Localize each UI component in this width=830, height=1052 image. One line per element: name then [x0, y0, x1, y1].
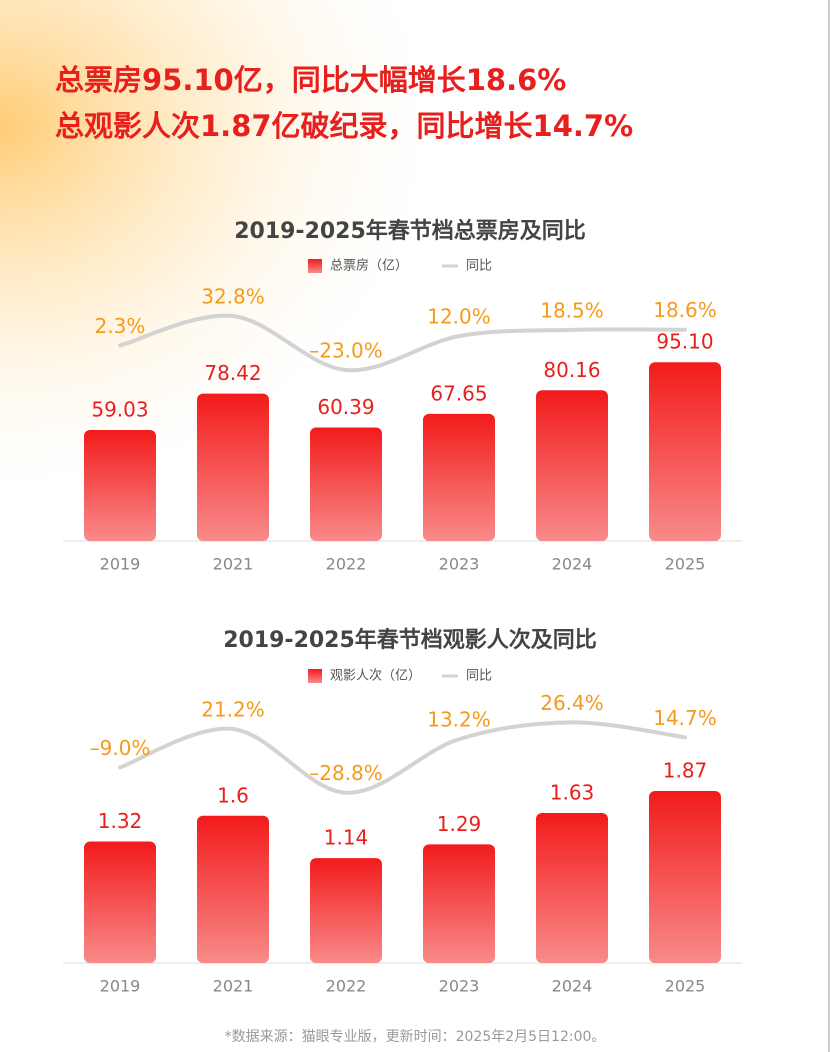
legend-label: 同比 [466, 669, 492, 684]
bar [84, 841, 156, 963]
headline: 总观影人次1.87亿破纪录，同比增长14.7% [55, 109, 633, 143]
line-label: 32.8% [201, 284, 265, 308]
x-tick-label: 2019 [100, 977, 141, 996]
line-label: –23.0% [309, 339, 383, 363]
x-tick-label: 2022 [326, 555, 367, 574]
x-tick-label: 2022 [326, 977, 367, 996]
bar [536, 390, 608, 541]
bar-label: 1.87 [663, 758, 708, 782]
bar-label: 1.6 [217, 783, 249, 807]
bar [649, 362, 721, 541]
bar [197, 393, 269, 541]
bar [310, 858, 382, 963]
line-label: 21.2% [201, 697, 265, 721]
x-tick-label: 2025 [665, 555, 706, 574]
line-label: –28.8% [309, 761, 383, 785]
line-label: 2.3% [95, 314, 146, 338]
bar-label: 67.65 [430, 381, 487, 405]
footnote: *数据来源：猫眼专业版，更新时间：2025年2月5日12:00。 [225, 1029, 606, 1045]
bar-label: 95.10 [656, 330, 713, 354]
bar-label: 60.39 [317, 395, 374, 419]
legend-label: 同比 [466, 259, 492, 274]
legend-label: 总票房（亿） [330, 258, 408, 274]
bar-label: 1.14 [324, 826, 369, 850]
bar-label: 78.42 [204, 361, 261, 385]
bar [423, 413, 495, 541]
bar [423, 844, 495, 963]
bar [197, 815, 269, 963]
bar [84, 430, 156, 541]
border [828, 0, 830, 1052]
line-label: 12.0% [427, 305, 491, 329]
x-tick-label: 2025 [665, 977, 706, 996]
legend-swatch [308, 259, 322, 273]
legend-label: 观影人次（亿） [330, 668, 421, 684]
x-tick-label: 2021 [213, 555, 254, 574]
line-label: –9.0% [90, 736, 151, 760]
bar-label: 80.16 [543, 358, 600, 382]
legend-swatch [308, 669, 322, 683]
line-label: 26.4% [540, 691, 604, 715]
bar [649, 790, 721, 963]
chart-title: 2019-2025年春节档观影人次及同比 [223, 627, 597, 653]
bar-label: 1.32 [98, 809, 143, 833]
headline: 总票房95.10亿，同比大幅增长18.6% [55, 63, 566, 97]
line-label: 18.6% [653, 298, 717, 322]
x-tick-label: 2021 [213, 977, 254, 996]
line [118, 313, 687, 373]
bar-label: 59.03 [91, 398, 148, 422]
line-label: 13.2% [427, 708, 491, 732]
bar-label: 1.63 [550, 781, 595, 805]
bar-label: 1.29 [437, 812, 482, 836]
line-label: 18.5% [540, 298, 604, 322]
x-tick-label: 2019 [100, 555, 141, 574]
bar [310, 427, 382, 541]
x-tick-label: 2024 [552, 977, 593, 996]
x-tick-label: 2023 [439, 977, 480, 996]
x-tick-label: 2023 [439, 555, 480, 574]
chart-title: 2019-2025年春节档总票房及同比 [234, 218, 586, 244]
x-tick-label: 2024 [552, 555, 593, 574]
line [118, 720, 687, 795]
bar [536, 813, 608, 963]
line-label: 14.7% [653, 706, 717, 730]
